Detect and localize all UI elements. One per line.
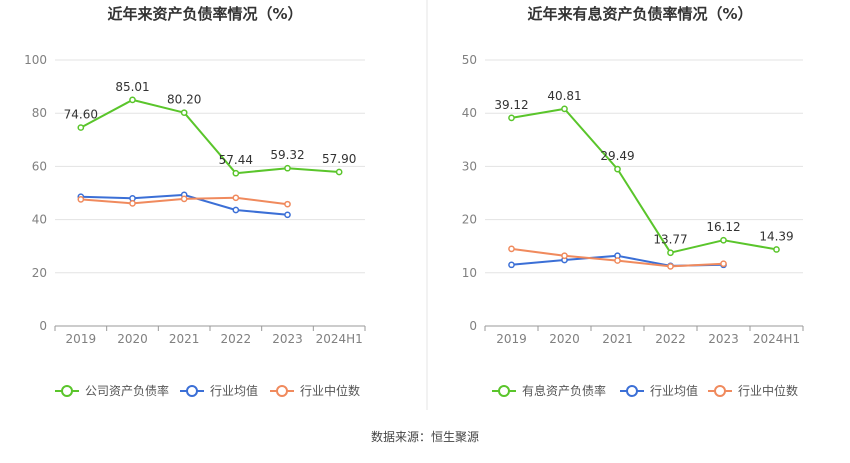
data-label: 16.12 — [706, 220, 740, 234]
data-label: 39.12 — [494, 98, 528, 112]
y-tick-label: 40 — [462, 106, 477, 120]
legend-marker-circle — [714, 385, 726, 397]
data-point — [232, 169, 240, 177]
legend-label: 行业中位数 — [738, 383, 798, 398]
data-point — [561, 105, 568, 113]
legend-marker-circle — [186, 385, 198, 397]
data-point — [508, 261, 515, 269]
data-point — [77, 124, 85, 131]
data-label: 85.01 — [115, 80, 149, 94]
x-tick-label: 2021 — [169, 332, 200, 346]
data-point — [667, 249, 674, 257]
y-tick-label: 60 — [32, 159, 47, 173]
legend-marker-circle — [498, 385, 510, 397]
data-point — [614, 165, 621, 173]
legend-label: 行业均值 — [650, 383, 698, 398]
data-label: 29.49 — [600, 149, 634, 163]
y-tick-label: 20 — [462, 213, 477, 227]
data-label: 59.32 — [270, 148, 304, 162]
y-tick-label: 10 — [462, 266, 477, 280]
x-tick-label: 2024H1 — [753, 332, 800, 346]
data-point — [508, 114, 515, 122]
x-tick-label: 2020 — [117, 332, 148, 346]
data-point — [129, 96, 136, 104]
data-point — [284, 164, 291, 172]
data-label: 57.90 — [322, 152, 356, 166]
x-tick-label: 2023 — [708, 332, 739, 346]
legend-label: 有息资产负债率 — [522, 383, 606, 398]
y-tick-label: 50 — [462, 53, 477, 67]
data-point — [720, 236, 727, 244]
x-tick-label: 2022 — [655, 332, 686, 346]
data-point — [335, 168, 343, 176]
data-point — [773, 246, 780, 253]
data-point — [508, 245, 515, 253]
data-point — [232, 194, 240, 202]
data-point — [614, 257, 621, 264]
legend-marker-circle — [626, 385, 638, 397]
y-tick-label: 0 — [469, 319, 477, 333]
y-tick-label: 80 — [32, 106, 47, 120]
data-point — [284, 211, 291, 219]
data-label: 80.20 — [167, 93, 201, 107]
x-tick-label: 2023 — [272, 332, 303, 346]
data-label: 14.39 — [759, 229, 793, 243]
data-source-note: 数据来源：恒生聚源 — [370, 430, 479, 444]
legend-marker-circle — [61, 385, 73, 397]
y-tick-label: 20 — [32, 266, 47, 280]
x-tick-label: 2020 — [549, 332, 580, 346]
legend-label: 行业均值 — [210, 383, 258, 398]
chart-title-1: 近年来资产负债率情况（%） — [107, 5, 302, 23]
x-tick-label: 2024H1 — [316, 332, 363, 346]
data-point — [284, 200, 291, 208]
x-tick-label: 2021 — [602, 332, 633, 346]
data-point — [667, 263, 674, 270]
series-line-1 — [80, 98, 340, 175]
data-point — [561, 252, 568, 260]
data-label: 40.81 — [547, 89, 581, 103]
y-tick-label: 0 — [39, 319, 47, 333]
x-tick-label: 2022 — [221, 332, 252, 346]
y-tick-label: 30 — [462, 159, 477, 173]
y-tick-label: 100 — [24, 53, 47, 67]
data-point — [129, 200, 136, 207]
legend-label: 公司资产负债率 — [85, 383, 169, 398]
data-point — [77, 196, 85, 203]
y-tick-label: 40 — [32, 213, 47, 227]
chart-title-2: 近年来有息资产负债率情况（%） — [527, 5, 752, 23]
data-label: 74.60 — [64, 108, 98, 122]
series-line-1 — [511, 107, 777, 254]
legend-marker-circle — [276, 385, 288, 397]
legend-label: 行业中位数 — [300, 383, 360, 398]
data-label: 13.77 — [653, 233, 687, 247]
data-point — [720, 260, 727, 268]
data-point — [180, 109, 188, 117]
x-tick-label: 2019 — [66, 332, 97, 346]
data-label: 57.44 — [219, 153, 253, 167]
data-point — [180, 195, 188, 203]
data-point — [232, 206, 240, 214]
x-tick-label: 2019 — [496, 332, 527, 346]
